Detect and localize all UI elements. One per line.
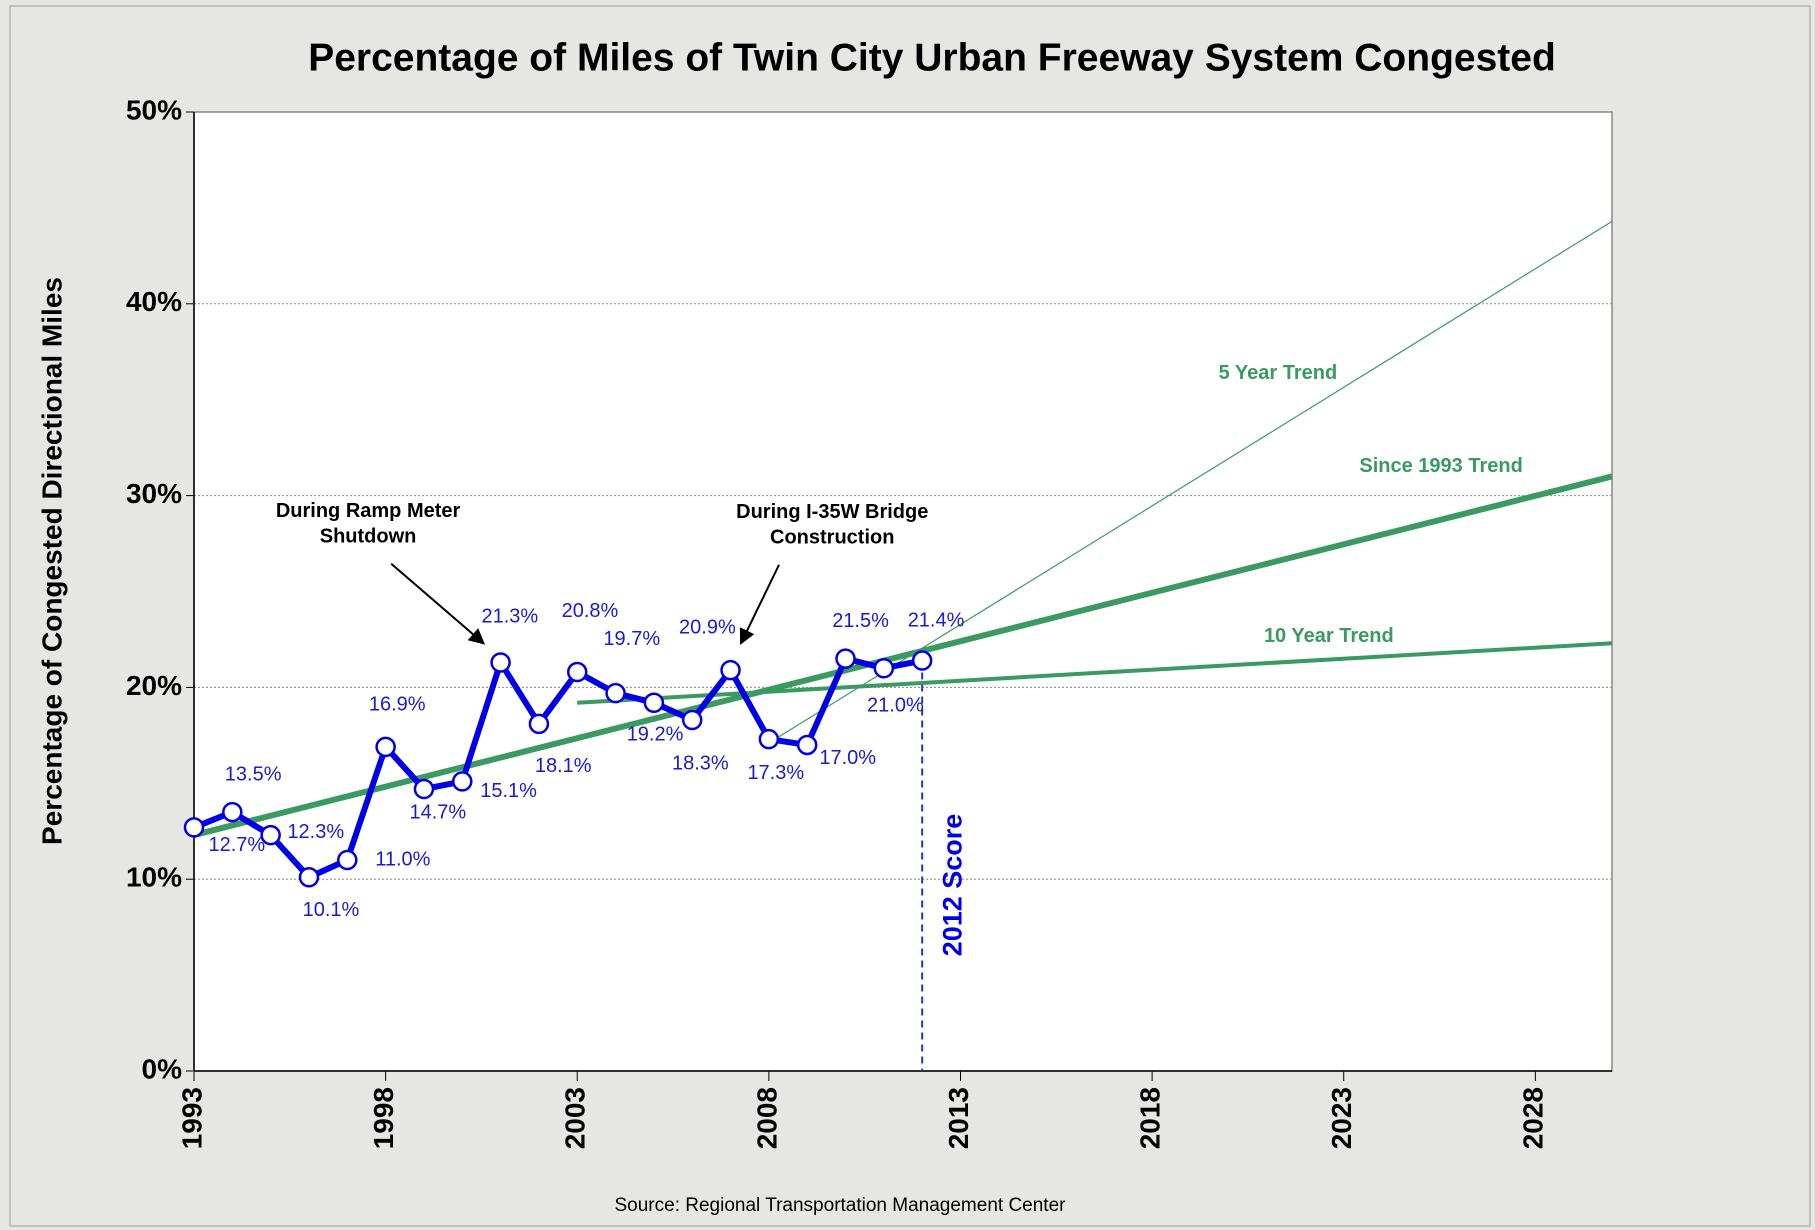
trend-line <box>577 641 1613 705</box>
plot-area <box>194 112 1612 1071</box>
data-label: 10.1% <box>303 899 360 921</box>
source: Source: Regional Transportation Manageme… <box>615 1195 1067 1216</box>
x-tick-label: 1998 <box>368 1087 399 1149</box>
x-tick-label: 2018 <box>1134 1087 1165 1149</box>
annotation: Shutdown <box>320 525 417 547</box>
y-tick-label: 10% <box>126 862 182 893</box>
data-point <box>260 824 281 846</box>
data-point <box>452 771 473 792</box>
data-point <box>183 817 205 838</box>
data-point <box>643 692 665 713</box>
data-label: 12.7% <box>208 834 265 856</box>
x-tick-label: 2003 <box>560 1087 591 1149</box>
data-point <box>796 734 818 756</box>
trend-line <box>193 473 1613 838</box>
data-label: 21.4% <box>908 609 965 631</box>
y-tick-label: 20% <box>126 670 182 701</box>
data-label: 12.3% <box>287 821 344 843</box>
data-label: 19.2% <box>627 723 684 745</box>
x-tick-label: 2008 <box>751 1087 782 1149</box>
x-tick-label: 2013 <box>943 1087 974 1149</box>
data-point <box>911 650 933 671</box>
y-tick-label: 30% <box>126 478 182 509</box>
data-label: 21.5% <box>832 610 889 632</box>
data-point <box>337 849 358 871</box>
data-point <box>566 661 588 683</box>
data-label: 18.1% <box>535 755 592 777</box>
data-point <box>835 648 856 669</box>
data-label: 11.0% <box>375 848 430 870</box>
data-label: 17.0% <box>819 747 876 769</box>
data-point <box>413 778 435 800</box>
annotation: During I-35W Bridge <box>736 501 928 523</box>
data-point <box>605 682 626 704</box>
data-label: 18.3% <box>672 752 729 774</box>
data-point <box>720 659 741 681</box>
trend-label: Since 1993 Trend <box>1359 455 1522 477</box>
trend-label: 10 Year Trend <box>1264 625 1394 647</box>
data-point <box>528 713 550 735</box>
annotation-arrow <box>739 564 780 646</box>
data-point <box>681 709 703 731</box>
data-label: 21.3% <box>481 606 538 628</box>
y-axis-label: Percentage of Congested Directional Mile… <box>36 277 67 845</box>
data-label: 20.9% <box>679 617 736 639</box>
chart-title: Percentage of Miles of Twin City Urban F… <box>308 36 1556 79</box>
data-point <box>873 657 895 679</box>
trend-label: 5 Year Trend <box>1219 362 1338 384</box>
x-tick-label: 1993 <box>176 1087 207 1149</box>
data-label: 20.8% <box>562 600 619 622</box>
annotation-arrow <box>390 562 486 645</box>
data-label: 15.1% <box>480 780 537 802</box>
y-tick-label: 40% <box>126 286 182 317</box>
y-tick-label: 0% <box>142 1053 183 1084</box>
frame <box>9 5 1811 1227</box>
y-tick-label: 50% <box>126 94 182 125</box>
data-label: 16.9% <box>369 693 426 715</box>
data-label: 13.5% <box>225 763 282 785</box>
data-label: 17.3% <box>747 762 804 784</box>
x-tick-label: 2028 <box>1518 1087 1549 1149</box>
x-tick-label: 2023 <box>1326 1087 1357 1149</box>
data-point <box>222 801 243 823</box>
data-label: 19.7% <box>603 628 660 650</box>
data-point <box>298 867 320 888</box>
data-label: 14.7% <box>409 802 466 824</box>
score-label: 2012 Score <box>937 814 967 957</box>
annotation: During Ramp Meter <box>276 500 461 522</box>
data-point <box>758 728 780 750</box>
annotation: Construction <box>770 527 894 549</box>
data-point <box>375 736 396 758</box>
data-point <box>490 652 511 673</box>
data-label: 21.0% <box>867 695 924 717</box>
